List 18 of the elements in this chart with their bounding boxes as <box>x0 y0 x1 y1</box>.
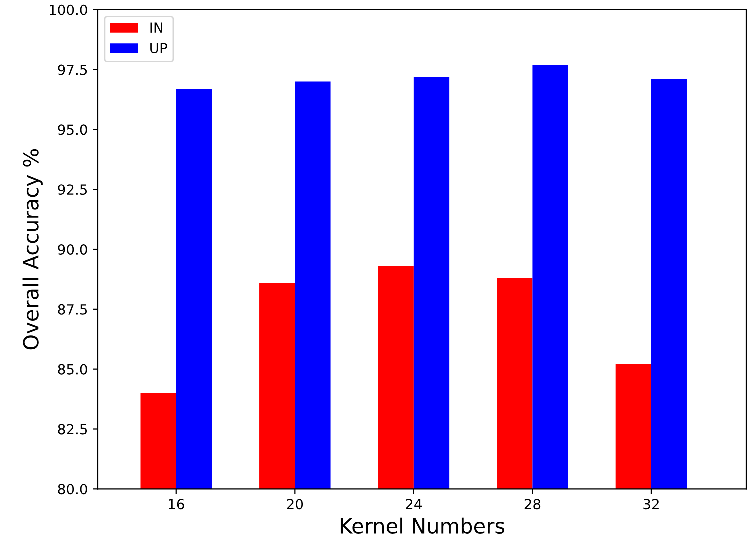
x-tick-label: 32 <box>644 499 659 510</box>
y-tick-label: 82.5 <box>58 424 88 435</box>
x-tick-label: 20 <box>287 499 304 510</box>
y-tick-label: 90.0 <box>58 244 88 255</box>
x-tick-label: 24 <box>406 499 422 510</box>
y-tick-label: 87.5 <box>58 304 88 315</box>
legend-label: IN <box>150 22 162 33</box>
legend-label: UP <box>150 43 168 54</box>
x-axis-title: Kernel Numbers <box>340 518 505 534</box>
y-tick-label: 100.0 <box>50 4 88 16</box>
y-tick-label: 85.0 <box>58 364 88 375</box>
x-tick-label: 16 <box>169 499 184 510</box>
y-tick-label: 80.0 <box>58 484 88 495</box>
x-tick-label: 28 <box>524 499 541 510</box>
y-tick-label: 95.0 <box>58 124 88 136</box>
y-axis-title: Overall Accuracy % <box>22 149 43 350</box>
y-tick-label: 92.5 <box>58 184 88 196</box>
y-tick-label: 97.5 <box>58 64 88 76</box>
